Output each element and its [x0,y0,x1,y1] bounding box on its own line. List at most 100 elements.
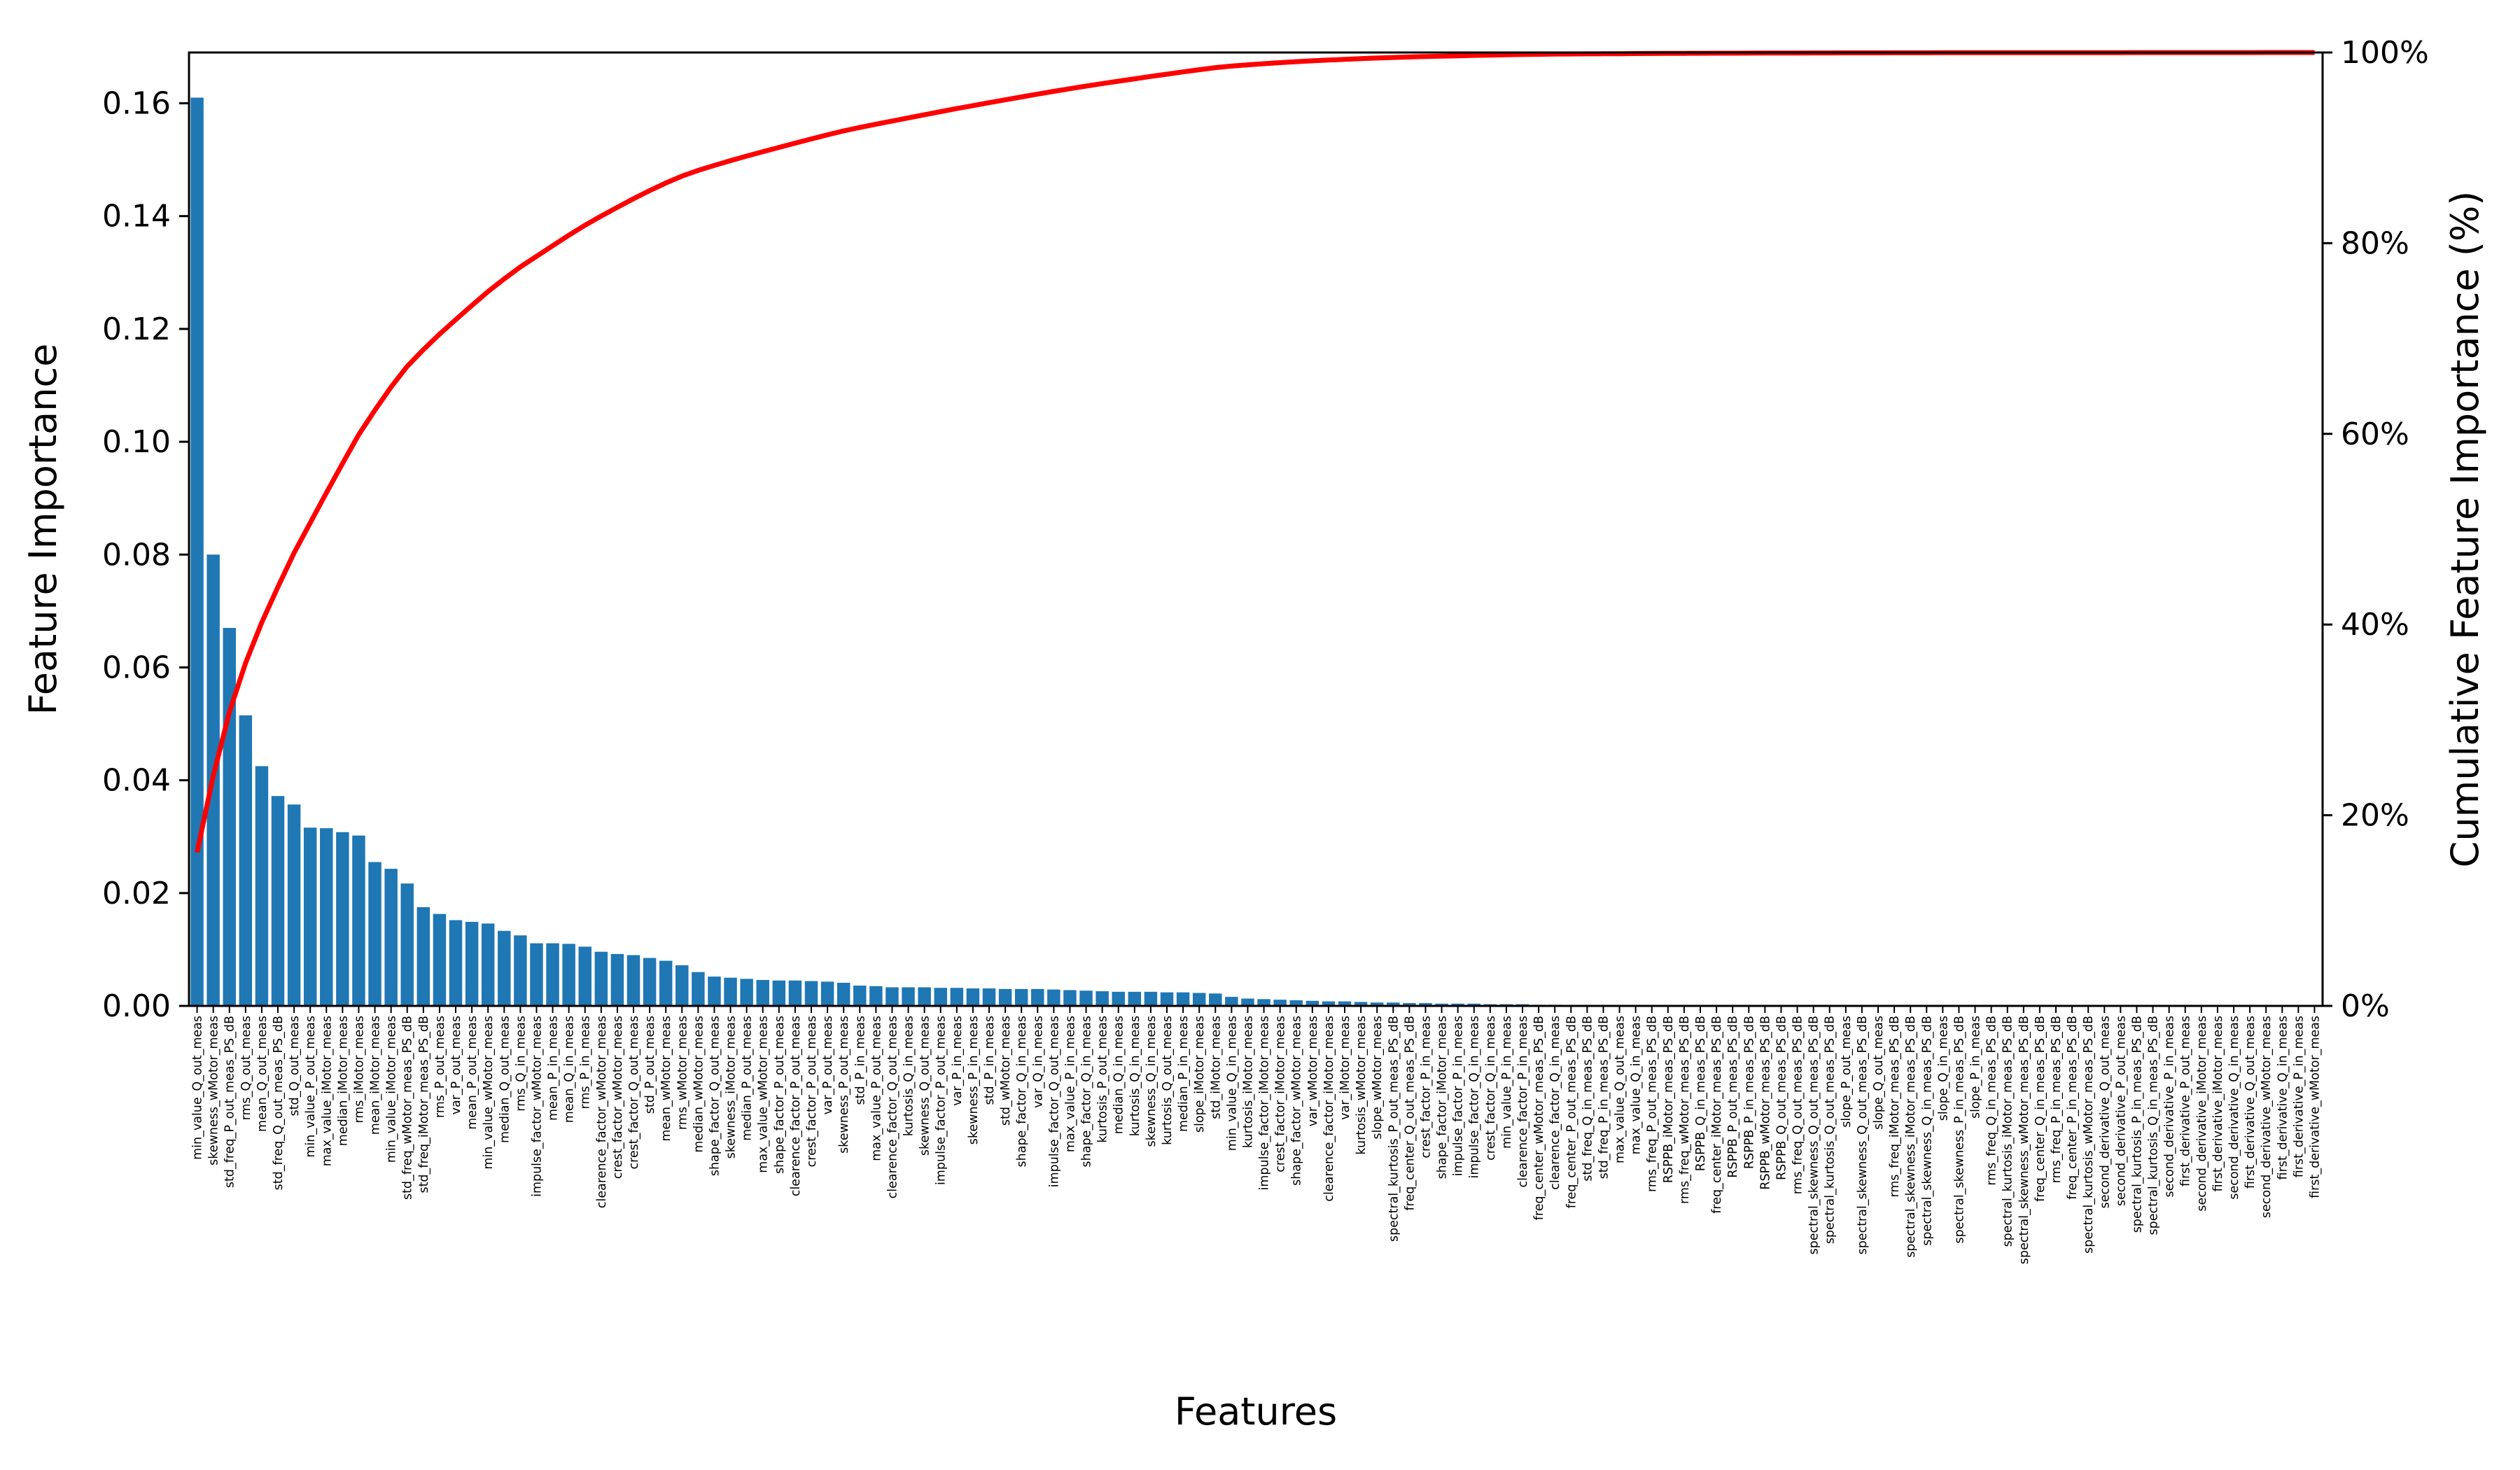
x-category-label: spectral_kurtosis_Q_in_meas_PS_dB [2147,1016,2161,1235]
x-category-label: mean_Q_out_meas [255,1016,270,1132]
bar [352,835,365,1006]
x-category-label: slope_Q_out_meas [1872,1016,1886,1130]
x-category-label: spectral_kurtosis_wMotor_meas_PS_dB [2082,1016,2096,1254]
x-category-label: median_P_out_meas [741,1016,755,1141]
bar [1176,992,1190,1006]
bar [1467,1003,1480,1006]
x-category-label: rms_freq_Q_in_meas_PS_dB [1985,1016,1999,1186]
x-category-label: mean_Q_in_meas [563,1016,577,1123]
x-category-label: min_value_P_in_meas [1500,1016,1514,1149]
x-category-label: median_iMotor_meas [336,1016,350,1146]
bar [740,979,753,1006]
x-category-label: std_Q_out_meas [288,1016,302,1116]
x-category-label: var_P_out_meas [821,1016,835,1114]
bar [1451,1003,1464,1006]
x-category-label: first_derivative_iMotor_meas [2211,1016,2225,1191]
bar [1354,1002,1368,1006]
y-tick-label: 0.16 [102,86,171,122]
bar [772,980,786,1006]
x-category-label: kurtosis_wMotor_meas [1354,1016,1368,1155]
x-category-label: median_Q_out_meas [498,1016,512,1143]
x-category-label: second_derivative_Q_in_meas [2227,1016,2241,1200]
y-tick-label: 0.04 [102,763,171,799]
y-tick-label: 0.06 [102,650,171,685]
bar [610,953,624,1006]
y-axis-title: Feature Importance [21,344,65,715]
bar [562,944,575,1006]
x-category-label: rms_freq_P_out_meas_PS_dB [1646,1016,1660,1192]
bar [1241,998,1254,1006]
x-category-label: shape_factor_P_out_meas [773,1016,787,1174]
x-category-label: RSPPB_Q_in_meas_PS_dB [1694,1016,1708,1171]
bar [853,985,867,1006]
x-category-label: spectral_kurtosis_P_in_meas_PS_dB [2130,1016,2144,1233]
bar [708,976,721,1006]
x-category-label: first_derivative_P_out_meas [2179,1016,2193,1186]
x-category-label: var_iMotor_meas [1338,1016,1352,1120]
bar [1419,1002,1432,1006]
x-axis-title: Features [1175,1390,1337,1434]
bar [1209,993,1222,1006]
bar [1079,990,1093,1006]
x-category-label: min_value_wMotor_meas [482,1016,496,1170]
y-tick-label: 0.00 [102,988,171,1024]
bar [1338,1001,1352,1006]
x-category-label: slope_wMotor_meas [1371,1016,1385,1140]
bar [934,988,947,1006]
x-category-label: spectral_skewness_wMotor_meas_PS_dB [2017,1016,2031,1264]
x-category-label: second_derivative_wMotor_meas [2260,1016,2274,1218]
bar [1160,992,1174,1006]
x-category-label: crest_factor_wMotor_meas [611,1016,625,1179]
bar [239,715,253,1006]
x-category-label: mean_P_out_meas [465,1016,479,1130]
x-category-label: kurtosis_iMotor_meas [1241,1016,1255,1148]
bar [724,977,737,1006]
x-category-label: first_derivative_P_in_meas [2292,1016,2306,1177]
x-category-label: std_freq_iMotor_meas_PS_dB [417,1016,431,1194]
x-category-label: slope_P_out_meas [1840,1016,1854,1128]
bar [303,827,317,1006]
bar [886,987,899,1006]
x-category-label: rms_wMotor_meas [676,1016,690,1130]
x-category-label: max_value_wMotor_meas [757,1016,771,1173]
y-tick-label: 0.02 [102,876,171,911]
bar [336,832,349,1006]
x-category-label: shape_factor_iMotor_meas [1436,1016,1450,1179]
bar [1306,1000,1320,1006]
bar [918,987,931,1006]
y-tick-label: 0.12 [102,312,171,347]
bar [950,988,964,1006]
x-category-label: clearence_factor_Q_in_meas [1548,1016,1562,1190]
bar [1435,1003,1448,1006]
bar [223,628,236,1006]
bar [271,796,285,1006]
bar [1370,1002,1384,1006]
x-category-label: spectral_kurtosis_iMotor_meas_PS_dB [2001,1016,2015,1247]
x-category-label: rms_P_out_meas [433,1016,447,1118]
x-category-label: impulse_factor_Q_in_meas [1468,1016,1482,1179]
x-category-label: max_value_P_out_meas [869,1016,883,1161]
bar [966,988,980,1006]
x-category-label: second_derivative_Q_out_meas [2098,1016,2112,1208]
x-category-label: std_wMotor_meas [999,1016,1013,1126]
x-category-label: RSPPB_Q_out_meas_PS_dB [1774,1016,1788,1180]
x-category-label: freq_center_Q_in_meas_PS_dB [2033,1016,2047,1202]
x-category-label: rms_P_in_meas [579,1016,593,1109]
x-category-label: kurtosis_P_out_meas [1096,1016,1110,1143]
x-category-label: second_derivative_P_in_meas [2163,1016,2177,1197]
bar [255,766,269,1006]
x-category-label: std_P_in_meas [983,1016,997,1105]
x-category-label: mean_iMotor_meas [369,1016,383,1135]
x-category-label: rms_Q_out_meas [239,1016,253,1120]
x-category-label: spectral_skewness_Q_out_meas_PS_dB [1807,1016,1821,1254]
bar [1128,991,1142,1006]
x-category-label: std_freq_Q_in_meas_PS_dB [1581,1016,1595,1182]
x-category-label: skewness_Q_out_meas [918,1016,932,1156]
x-category-label: rms_freq_wMotor_meas_PS_dB [1678,1016,1692,1204]
x-category-label: impulse_factor_Q_out_meas [1047,1016,1061,1187]
x-category-label: spectral_skewness_Q_in_meas_PS_dB [1920,1016,1934,1246]
x-category-label: impulse_factor_P_in_meas [1452,1016,1466,1176]
x-category-label: std_iMotor_meas [1209,1016,1223,1119]
